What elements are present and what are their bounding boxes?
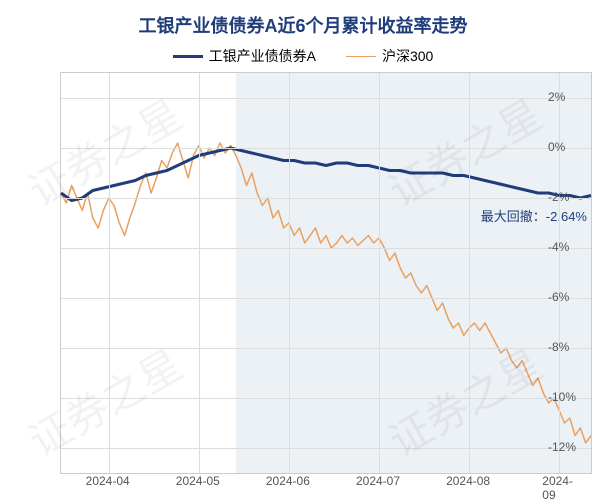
y-tick-label: -12% xyxy=(548,440,602,454)
legend: 工银产业债债券A 沪深300 xyxy=(0,46,606,66)
x-tick-label: 2024-08 xyxy=(446,474,490,488)
x-tick-label: 2024-06 xyxy=(266,474,310,488)
y-tick-label: -6% xyxy=(548,290,602,304)
legend-item-1: 工银产业债债券A xyxy=(173,46,316,66)
legend-label-1: 工银产业债债券A xyxy=(209,46,316,66)
max-drawdown-label: 最大回撤：-2.64% xyxy=(481,206,587,225)
y-tick-label: 2% xyxy=(548,90,602,104)
y-tick-label: -4% xyxy=(548,240,602,254)
x-tick-label: 2024-09 xyxy=(542,474,574,502)
x-tick-label: 2024-04 xyxy=(86,474,130,488)
chart-container: 工银产业债债券A近6个月累计收益率走势 工银产业债债券A 沪深300 最大回撤：… xyxy=(0,0,606,500)
x-tick-label: 2024-07 xyxy=(356,474,400,488)
plot-area: 最大回撤：-2.64% xyxy=(60,72,592,474)
y-tick-label: -2% xyxy=(548,190,602,204)
legend-swatch-1 xyxy=(173,55,203,58)
plot-svg xyxy=(61,73,591,473)
y-tick-label: -8% xyxy=(548,340,602,354)
legend-item-2: 沪深300 xyxy=(346,46,433,66)
series-line-fund xyxy=(61,148,591,201)
y-tick-label: -10% xyxy=(548,390,602,404)
legend-label-2: 沪深300 xyxy=(382,46,433,66)
chart-title: 工银产业债债券A近6个月累计收益率走势 xyxy=(0,0,606,38)
x-tick-label: 2024-05 xyxy=(176,474,220,488)
y-tick-label: 0% xyxy=(548,140,602,154)
legend-swatch-2 xyxy=(346,56,376,57)
